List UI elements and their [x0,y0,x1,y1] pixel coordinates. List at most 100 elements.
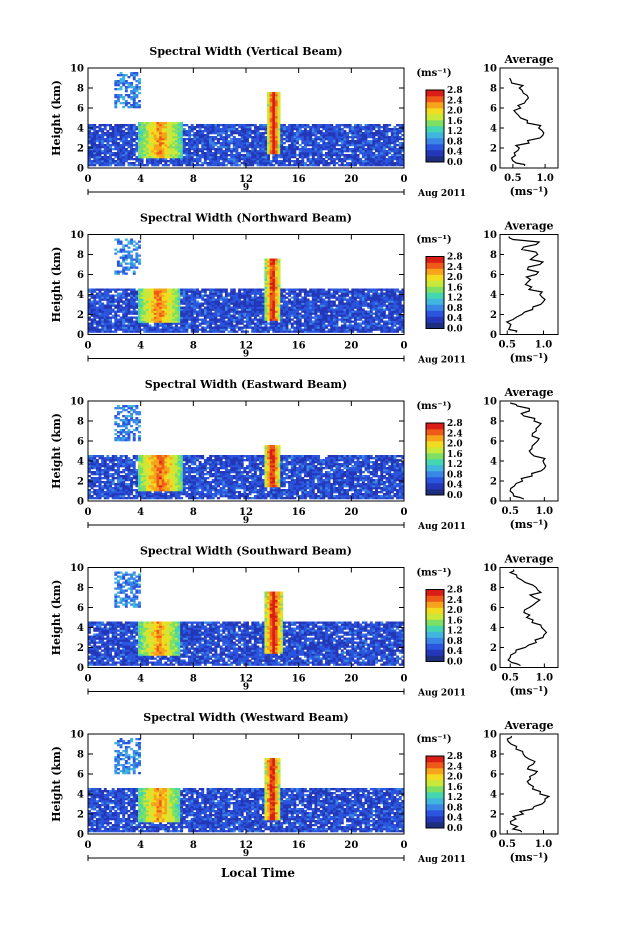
heatmap-cell [285,320,289,323]
heatmap-cell [114,252,118,255]
heatmap-cell [122,148,126,151]
heatmap-cell [293,126,297,129]
heatmap-cell [164,306,168,309]
heatmap-cell [240,156,244,159]
heatmap-cell [135,134,139,137]
heatmap-cell [274,102,278,105]
heatmap-cell [343,146,347,149]
heatmap-cell [325,308,328,311]
heatmap-cell [319,132,323,135]
heatmap-cell [382,148,386,151]
heatmap-cell [325,128,328,131]
heatmap-cell [301,130,305,133]
heatmap-cell [253,152,257,155]
heatmap-cell [227,308,231,311]
heatmap-cell [222,316,226,319]
heatmap-cell [259,318,263,321]
heatmap-cell [319,316,323,319]
heatmap-cell [243,136,247,139]
heatmap-cell [372,300,376,303]
heatmap-cell [138,328,141,331]
heatmap-cell [240,304,244,307]
heatmap-cell [138,302,141,305]
heatmap-cell [195,292,199,295]
heatmap-cell [327,330,331,333]
heatmap-cell [88,322,91,325]
heatmap-cell [280,296,284,299]
heatmap-cell [359,130,363,133]
heatmap-cell [264,126,268,129]
heatmap-cell [269,304,273,307]
heatmap-cell [132,154,136,157]
heatmap-cell [348,156,352,159]
heatmap-cell [319,126,323,129]
heatmap-cell [311,304,315,307]
colorbar-swatch [426,138,444,145]
heatmap-cell [156,138,160,141]
heatmap-cell [343,304,347,307]
heatmap-cell [343,328,347,331]
heatmap-cell [138,100,141,103]
heatmap-cell [319,330,323,333]
heatmap-cell [132,164,136,167]
heatmap-cell [251,304,255,307]
heatmap-cell [195,164,199,167]
heatmap-cell [259,288,263,291]
heatmap-cell [138,140,141,143]
heatmap-cell [380,292,384,295]
heatmap-cell [338,288,342,291]
heatmap-cell [151,294,155,297]
heatmap-cell [177,158,181,161]
heatmap-cell [174,136,178,139]
heatmap-cell [88,318,91,321]
heatmap-cell [251,306,255,309]
heatmap-cell [375,292,378,295]
heatmap-cell [246,326,249,329]
heatmap-cell [132,106,136,109]
heatmap-cell [116,328,120,331]
heatmap-cell [382,152,386,155]
heatmap-cell [361,140,365,143]
heatmap-cell [290,154,294,157]
heatmap-cell [303,156,307,159]
heatmap-cell [272,298,276,301]
heatmap-cell [182,326,186,329]
heatmap-cell [193,324,197,327]
heatmap-cell [398,142,402,145]
heatmap-cell [367,132,371,135]
heatmap-cell [132,300,136,303]
heatmap-cell [277,302,281,305]
heatmap-cell [253,310,257,313]
heatmap-cell [372,320,376,323]
heatmap-cell [267,270,270,273]
heatmap-cell [153,152,157,155]
heatmap-cell [288,160,292,163]
heatmap-cell [325,130,328,133]
heatmap-cell [151,298,155,301]
heatmap-cell [93,136,97,139]
heatmap-cell [214,148,218,151]
heatmap-cell [396,160,400,163]
heatmap-cell [282,156,286,159]
heatmap-cell [151,316,155,319]
heatmap-cell [256,298,260,301]
heatmap-cell [290,310,294,313]
heatmap-cell [132,96,136,99]
heatmap-cell [195,140,199,143]
heatmap-cell [256,140,260,143]
colorbar-tick-label: 2.4 [447,96,463,106]
heatmap-cell [322,320,326,323]
heatmap-cell [167,292,170,295]
heatmap-cell [388,148,392,151]
heatmap-cell [153,138,157,141]
heatmap-cell [314,150,318,153]
y-tick-label: 8 [77,84,84,95]
heatmap-cell [109,298,112,301]
heatmap-cell [382,146,386,149]
heatmap-cell [140,144,144,147]
heatmap-cell [330,126,334,129]
heatmap-cell [95,288,99,291]
heatmap-cell [122,300,126,303]
heatmap-cell [124,148,128,151]
heatmap-cell [159,136,163,139]
